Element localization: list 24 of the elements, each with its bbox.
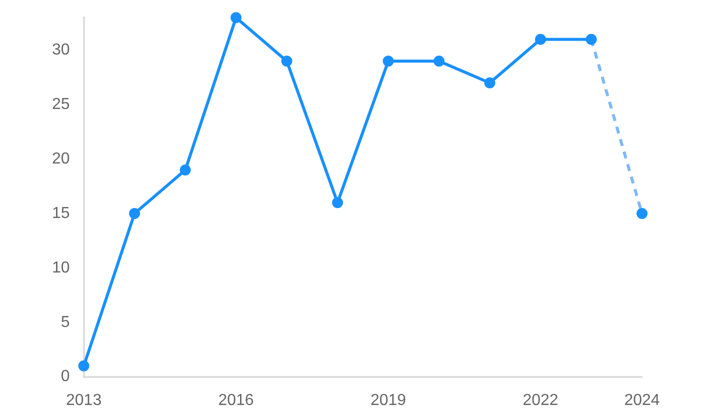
point [636,208,648,220]
y-tick-label: 15 [52,204,70,222]
point [586,34,597,45]
x-tick-label: 2019 [370,392,406,409]
point [382,56,394,67]
y-tick-label: 20 [52,150,70,168]
x-tick-label: 2016 [218,392,254,409]
y-tick-label: 30 [52,42,70,59]
point [180,164,191,176]
point [535,34,546,45]
y-tick-label: 25 [52,96,70,114]
y-tick-label: 5 [60,314,70,331]
x-tick-label: 2024 [624,392,660,409]
point [484,77,496,88]
point [281,56,292,67]
point [434,56,445,67]
y-tick-label: 0 [60,368,70,386]
point [332,197,344,208]
point [129,208,140,220]
point [230,12,242,24]
x-tick-label: 2013 [66,392,102,409]
x-tick-label: 2022 [522,392,558,409]
point [78,360,90,372]
y-tick-label: 10 [52,259,70,276]
